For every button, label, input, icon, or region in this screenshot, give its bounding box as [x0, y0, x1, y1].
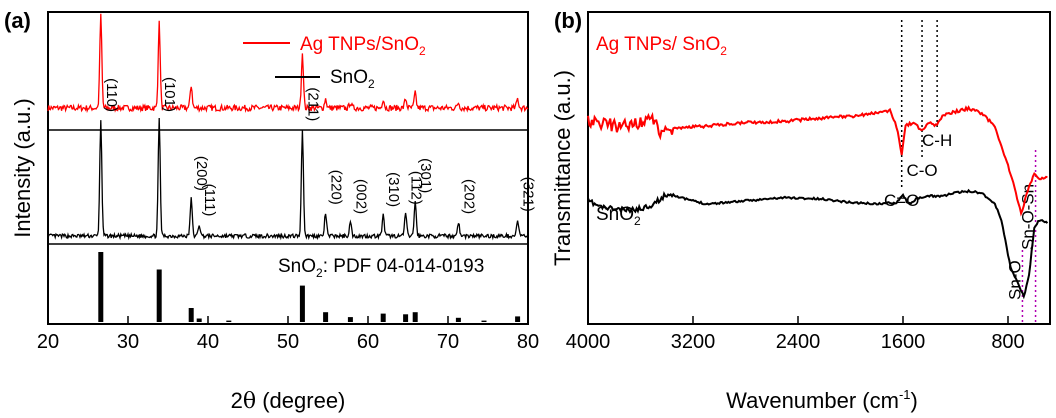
series-label-sno2: SnO2 — [596, 204, 641, 228]
series-line-1 — [47, 117, 529, 241]
miller-index-label: (112) — [408, 171, 425, 205]
panel-a-xtick-label: 20 — [37, 331, 59, 353]
panel-a: (a) 20 30 40 50 60 70 80 (110) (101)(200)(111)(… — [4, 8, 539, 414]
legend-label-sno2: SnO2 — [330, 67, 375, 91]
legend-label-ag: Ag TNPs/SnO2 — [300, 34, 426, 58]
reference-label: SnO2: PDF 04-014-0193 — [278, 256, 484, 280]
panel-b: (b) 4000 3200 2400 1600 800 C=O C-O C-H Sn-O Sn-… — [550, 8, 1051, 413]
panel-a-frame — [47, 11, 529, 325]
panel-a-xtick-label: 40 — [197, 331, 219, 353]
panel-b-xtick-label: 3200 — [671, 331, 716, 353]
miller-index-label: (110) — [103, 78, 120, 112]
panel-b-label: (b) — [554, 8, 582, 33]
miller-index-label: (220) — [328, 170, 345, 205]
panel-b-xticks: 4000 3200 2400 1600 800 — [566, 316, 1025, 353]
miller-index-label: (111) — [201, 184, 218, 217]
panel-a-xticks: 20 30 40 50 60 70 80 — [37, 316, 539, 353]
panel-a-series — [47, 13, 529, 241]
miller-index-label: (301) — [417, 158, 434, 193]
series-line-0 — [587, 105, 1048, 217]
panel-a-xtick-label: 80 — [517, 331, 539, 353]
panel-a-label: (a) — [4, 8, 31, 33]
miller-index-label: (101) — [161, 77, 178, 112]
panel-a-reference-sticks — [98, 252, 521, 322]
miller-index-label: (200) — [193, 156, 210, 191]
annotation-label: Sn-O-Sn — [1019, 184, 1038, 250]
miller-index-label: (002) — [352, 179, 369, 214]
annotation-label: C-H — [922, 131, 952, 150]
panel-a-legend: Ag TNPs/SnO2 SnO2 — [243, 34, 426, 91]
annotation-label: C-O — [906, 161, 937, 180]
panel-b-xtick-label: 800 — [991, 331, 1024, 353]
miller-index-label: (211) — [304, 87, 321, 121]
series-line-0 — [47, 13, 529, 114]
series-label-ag: Ag TNPs/ SnO2 — [596, 34, 727, 58]
miller-index-label: (310) — [385, 172, 402, 207]
panel-a-xtick-label: 50 — [277, 331, 299, 353]
panel-b-xtick-label: 4000 — [566, 331, 611, 353]
panel-a-xtick-label: 60 — [357, 331, 379, 353]
panel-a-xtick-label: 70 — [437, 331, 459, 353]
panel-b-series — [587, 105, 1049, 300]
panel-b-ylabel: Transmittance (a.u.) — [550, 70, 575, 266]
miller-index-label: (321) — [520, 177, 537, 212]
panel-a-xtick-label: 30 — [117, 331, 139, 353]
miller-index-label: (202) — [460, 179, 477, 214]
panel-a-miller-indices: (110) (101) (200)(111) (211) (220) (002) (310)… — [103, 77, 537, 216]
annotation-label: C=O — [884, 191, 919, 210]
panel-b-xtick-label: 1600 — [881, 331, 926, 353]
annotation-label: Sn-O — [1005, 260, 1024, 300]
panel-b-xtick-label: 2400 — [776, 331, 821, 353]
panel-b-xlabel: Wavenumber (cm-1) — [726, 387, 918, 413]
panel-a-xlabel: 2θ (degree) — [231, 388, 346, 414]
series-line-1 — [587, 188, 1049, 300]
panel-b-frame — [587, 11, 1051, 325]
panel-a-ylabel: Intensity (a.u.) — [10, 98, 35, 237]
